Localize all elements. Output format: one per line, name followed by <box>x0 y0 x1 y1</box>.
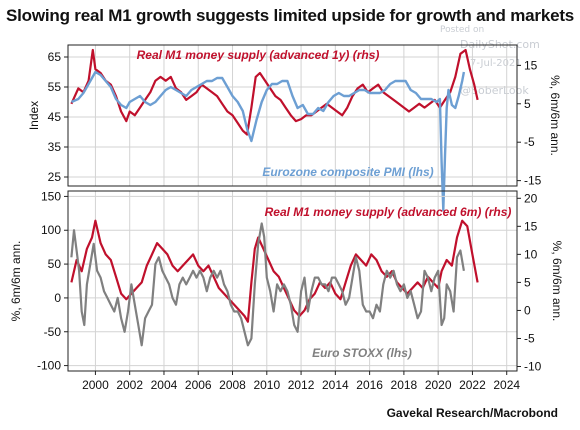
x-tick-label: 2006 <box>185 378 212 392</box>
y-left-tick-label: -100 <box>37 359 61 373</box>
y-right-tick-label: 10 <box>524 247 538 261</box>
y-left-tick-label: 150 <box>41 189 61 203</box>
y-right-tick-label: 5 <box>524 275 531 289</box>
x-tick-label: 2016 <box>356 378 383 392</box>
x-tick-label: 2008 <box>219 378 246 392</box>
series-annotation: Real M1 money supply (advanced 1y) (rhs) <box>137 48 380 62</box>
x-tick-label: 2018 <box>391 378 418 392</box>
y-left-tick-label: 50 <box>48 257 62 271</box>
y-right-tick-label: -5 <box>524 135 535 149</box>
watermark-posted: Posted on <box>440 25 485 35</box>
y-left-tick-label: 25 <box>48 170 62 184</box>
y-right-tick-label: -10 <box>524 360 542 374</box>
x-tick-label: 2012 <box>288 378 315 392</box>
x-tick-label: 2014 <box>322 378 349 392</box>
y-right-tick-label: 0 <box>524 303 531 317</box>
y-left-tick-label: -50 <box>44 325 62 339</box>
x-tick-label: 2020 <box>425 378 452 392</box>
y-right-tick-label: 15 <box>524 219 538 233</box>
y-left-tick-label: 65 <box>48 50 62 64</box>
y-left-axis-label: %, 6m/6m ann. <box>9 241 23 322</box>
y-left-axis-label: Index <box>27 101 41 130</box>
series-line-stoxx <box>70 222 465 347</box>
y-left-tick-label: 0 <box>54 291 61 305</box>
watermark-date: 7-Jul-2021 <box>470 58 522 69</box>
chart-title: Slowing real M1 growth suggests limited … <box>6 6 575 25</box>
x-tick-label: 2024 <box>493 378 520 392</box>
x-tick-label: 2010 <box>253 378 280 392</box>
source-note: Gavekal Research/Macrobond <box>386 406 558 420</box>
plot-frame <box>67 190 518 372</box>
series-annotation: Eurozone composite PMI (lhs) <box>262 165 433 179</box>
y-right-tick-label: -5 <box>524 331 535 345</box>
y-left-tick-label: 55 <box>48 80 62 94</box>
series-annotation: Real M1 money supply (advanced 6m) (rhs) <box>265 205 512 219</box>
x-tick-label: 2022 <box>459 378 486 392</box>
x-tick-label: 2002 <box>116 378 143 392</box>
y-left-tick-label: 45 <box>48 110 62 124</box>
series-line-m1 <box>70 48 479 136</box>
y-right-tick-label: 15 <box>524 58 538 72</box>
x-tick-label: 2004 <box>151 378 178 392</box>
y-right-tick-label: -15 <box>524 174 542 188</box>
y-right-axis-label: %, 6m/6m ann. <box>548 75 562 156</box>
plot-frame <box>67 44 518 187</box>
x-tick-label: 2000 <box>82 378 109 392</box>
y-left-tick-label: 100 <box>41 223 61 237</box>
series-line-pmi <box>70 70 466 212</box>
y-right-axis-label: %, 6m/6m ann. <box>550 241 564 322</box>
series-annotation: Euro STOXX (lhs) <box>312 346 412 360</box>
y-left-tick-label: 35 <box>48 140 62 154</box>
y-right-tick-label: 20 <box>524 191 538 205</box>
y-right-tick-label: 5 <box>524 97 531 111</box>
